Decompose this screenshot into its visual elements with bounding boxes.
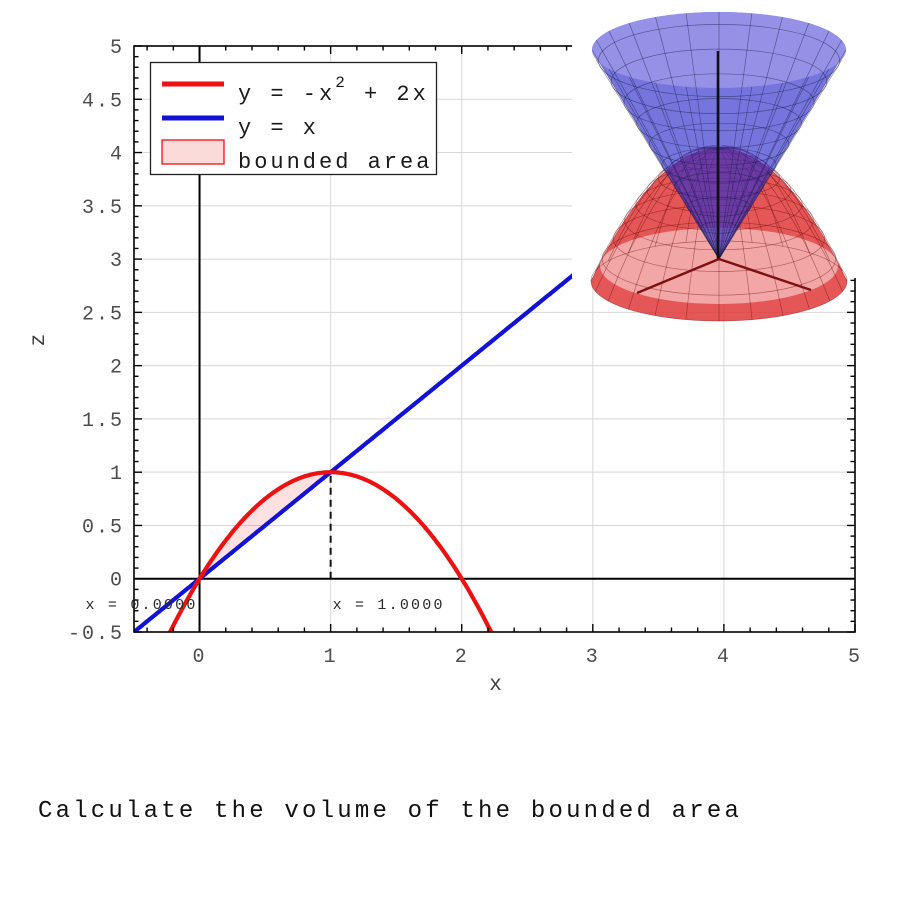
radial-axis-right [718, 257, 812, 292]
annotation-1: x = 1.0000 [333, 597, 445, 614]
parabola-curve [167, 470, 494, 632]
legend-patch-sample [161, 139, 225, 165]
text-label: -0.5 [68, 623, 124, 646]
text-label: 0.5 [82, 516, 124, 539]
text-label: 2 [455, 646, 469, 669]
text-label: 4 [717, 646, 731, 669]
text-label: 0 [110, 570, 124, 593]
text-label: 3 [586, 646, 600, 669]
x-tick-labels: 0 1 2 3 4 5 [193, 646, 862, 669]
plot-border [133, 45, 856, 633]
question-text: Calculate the volume of the bounded area… [38, 726, 878, 900]
y-axis-label: z [28, 332, 51, 347]
legend-entry-0: y = -x2 + 2x [162, 74, 429, 107]
cone-mesh [591, 12, 847, 260]
dome-floor [600, 228, 838, 304]
text-label: 5 [848, 646, 862, 669]
legend-entry-1: y = x [162, 115, 319, 141]
inset-3d [572, 6, 866, 322]
legend-entry-2: bounded area [161, 139, 432, 175]
legend: y = -x2 + 2x y = x bounded area [149, 61, 438, 176]
y-tick-labels: -0.5 0 0.5 1 1.5 2 2.5 3 3.5 4 4.5 5 [68, 37, 124, 646]
text-label: 4 [110, 144, 124, 167]
question-line-1: Calculate the volume of the bounded area [38, 798, 743, 826]
text-label: 1 [110, 463, 124, 486]
plot-canvas: 0 1 2 3 4 5 -0.5 0 0.5 1 1.5 2 2.5 3 3.5 4 4.5 5 x z x = 0.0… [28, 6, 866, 697]
text-label: 2 [110, 357, 124, 380]
text-label: 4.5 [82, 90, 124, 113]
annotations: x = 0.0000 x = 1.0000 [86, 597, 445, 614]
legend-label: bounded area [238, 150, 432, 175]
legend-label: y = x [238, 116, 319, 141]
text-label: 2.5 [82, 303, 124, 326]
text-label: 1.5 [82, 410, 124, 433]
text-label: 3 [110, 250, 124, 273]
text-label: 5 [110, 37, 124, 60]
legend-label: y = -x2 + 2x [238, 74, 429, 107]
annotation-0: x = 0.0000 [86, 597, 198, 614]
radial-axis-left [636, 257, 720, 295]
text-label: 3.5 [82, 197, 124, 220]
text-label: 1 [324, 646, 338, 669]
x-axis-label: x [489, 674, 504, 697]
text-label: 0 [193, 646, 207, 669]
